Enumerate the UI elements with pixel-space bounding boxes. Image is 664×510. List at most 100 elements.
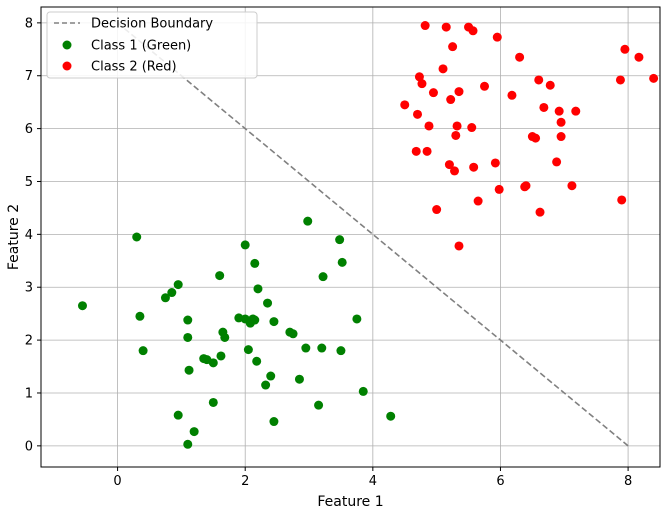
class1-point bbox=[183, 439, 193, 449]
class2-point bbox=[473, 196, 483, 206]
class1-point bbox=[77, 301, 87, 311]
class2-point bbox=[411, 146, 421, 156]
class2-point bbox=[515, 52, 525, 62]
class1-point bbox=[250, 315, 260, 325]
class2-point bbox=[480, 81, 490, 91]
y-tick-label: 8 bbox=[25, 16, 33, 31]
class1-point bbox=[173, 280, 183, 290]
class1-point bbox=[269, 417, 279, 427]
y-tick-label: 7 bbox=[25, 69, 33, 84]
y-tick-label: 5 bbox=[25, 175, 33, 190]
class2-point bbox=[400, 100, 410, 110]
class1-point bbox=[317, 343, 327, 353]
class1-point bbox=[250, 258, 260, 268]
class2-point bbox=[556, 117, 566, 127]
class1-point bbox=[173, 410, 183, 420]
class1-point bbox=[266, 371, 276, 381]
class1-point bbox=[220, 332, 230, 342]
class2-point bbox=[492, 32, 502, 42]
legend: Decision Boundary Class 1 (Green) Class … bbox=[46, 11, 258, 79]
legend-class1-swatch bbox=[62, 40, 72, 50]
class2-point bbox=[422, 146, 432, 156]
class1-point bbox=[269, 317, 279, 327]
y-axis-label: Feature 2 bbox=[6, 204, 22, 270]
class2-point bbox=[507, 90, 517, 100]
class2-point bbox=[531, 133, 541, 143]
class1-point bbox=[240, 240, 250, 250]
class1-point bbox=[335, 235, 345, 245]
class1-point bbox=[358, 386, 368, 396]
class2-point bbox=[450, 166, 460, 176]
y-tick-label: 0 bbox=[25, 439, 33, 454]
class2-point bbox=[468, 26, 478, 36]
class1-point bbox=[336, 346, 346, 356]
class2-point bbox=[545, 80, 555, 90]
class2-point bbox=[432, 205, 442, 215]
class1-point bbox=[294, 374, 304, 384]
class2-point bbox=[438, 64, 448, 74]
class2-point bbox=[556, 132, 566, 142]
class2-point bbox=[552, 157, 562, 167]
class1-point bbox=[288, 329, 298, 339]
class1-point bbox=[138, 346, 148, 356]
class1-point bbox=[215, 271, 225, 281]
class1-point bbox=[252, 356, 262, 366]
class1-point bbox=[253, 284, 263, 294]
class2-point bbox=[534, 75, 544, 85]
class1-point bbox=[189, 427, 199, 437]
y-tick-label: 3 bbox=[25, 281, 33, 296]
x-tick-label: 0 bbox=[113, 474, 121, 489]
class1-point bbox=[183, 332, 193, 342]
class2-point bbox=[490, 158, 500, 168]
class2-point bbox=[467, 123, 477, 133]
class2-point bbox=[444, 160, 454, 170]
class1-point bbox=[303, 216, 313, 226]
class1-point bbox=[208, 358, 218, 368]
class2-point bbox=[617, 195, 627, 205]
class1-point bbox=[337, 257, 347, 267]
class2-point bbox=[634, 52, 644, 62]
class2-point bbox=[571, 106, 581, 116]
x-tick-label: 4 bbox=[369, 474, 377, 489]
class1-point bbox=[314, 400, 324, 410]
class2-point bbox=[535, 207, 545, 217]
class1-point bbox=[318, 272, 328, 282]
class1-point bbox=[135, 311, 145, 321]
class1-point bbox=[167, 288, 177, 298]
decision-boundary-line bbox=[117, 22, 629, 447]
class1-point bbox=[386, 411, 396, 421]
class2-point bbox=[620, 44, 630, 54]
class2-point bbox=[413, 109, 423, 119]
class1-point bbox=[183, 315, 193, 325]
class2-point bbox=[615, 75, 625, 85]
y-tick-label: 6 bbox=[25, 122, 33, 137]
class2-point bbox=[420, 21, 430, 31]
plot-frame bbox=[40, 6, 661, 468]
class1-point bbox=[261, 380, 271, 390]
class2-point bbox=[454, 241, 464, 251]
legend-entry-class1: Class 1 (Green) bbox=[91, 39, 191, 54]
class1-point bbox=[208, 397, 218, 407]
legend-entry-boundary: Decision Boundary bbox=[91, 17, 213, 32]
x-tick-label: 2 bbox=[241, 474, 249, 489]
grid-lines bbox=[41, 7, 660, 467]
data-points-layer bbox=[77, 21, 659, 449]
class2-point bbox=[452, 121, 462, 131]
class2-point bbox=[469, 162, 479, 172]
class2-point bbox=[417, 79, 427, 89]
class2-point bbox=[441, 22, 451, 32]
class2-point bbox=[414, 72, 424, 82]
class1-point bbox=[132, 232, 142, 242]
class1-point bbox=[243, 345, 253, 355]
axis-ticks: 0 2 4 6 8 0 1 2 3 4 5 6 7 8 bbox=[25, 16, 633, 489]
legend-box bbox=[46, 11, 258, 79]
y-tick-label: 2 bbox=[25, 334, 33, 349]
class1-point bbox=[216, 351, 226, 361]
x-tick-label: 6 bbox=[496, 474, 504, 489]
class2-point bbox=[454, 87, 464, 97]
y-tick-label: 4 bbox=[25, 228, 33, 243]
class1-point bbox=[301, 343, 311, 353]
y-tick-label: 1 bbox=[25, 386, 33, 401]
class1-point bbox=[160, 293, 170, 303]
